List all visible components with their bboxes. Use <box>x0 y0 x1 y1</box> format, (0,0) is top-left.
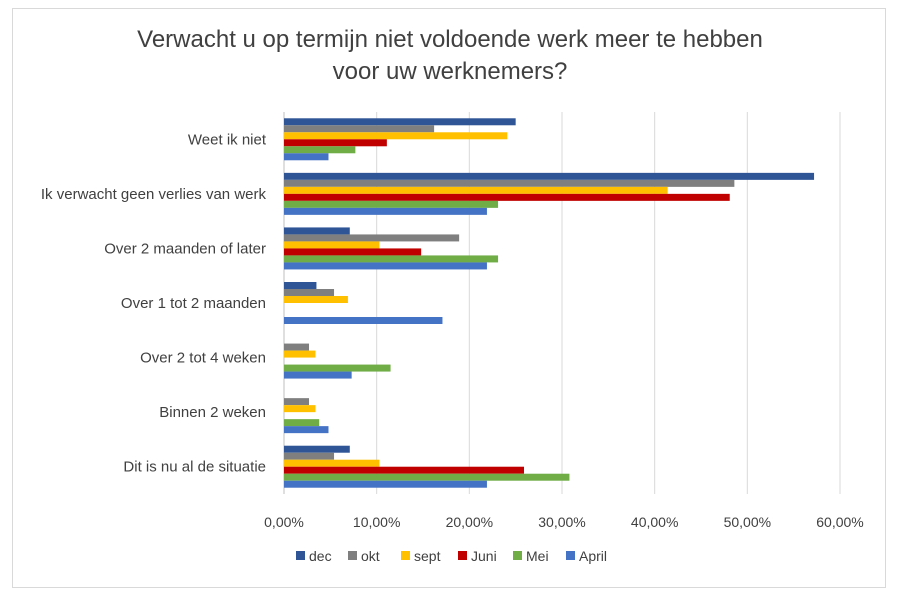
bar-april <box>284 317 443 324</box>
category-label: Over 2 maanden of later <box>104 240 266 257</box>
x-tick-label: 10,00% <box>353 514 400 530</box>
bar-mei <box>284 146 356 154</box>
bar-juni <box>284 466 525 474</box>
bar-okt <box>284 343 310 351</box>
bar-mei <box>284 200 499 208</box>
bar-mei <box>284 419 320 427</box>
bar-juni <box>284 193 730 201</box>
bar-sept <box>284 405 316 413</box>
x-tick-labels: 0,00% 10,00% 20,00% 30,00% 40,00% 50,00% 60,00… <box>264 514 864 530</box>
bar-okt <box>284 398 310 406</box>
bar-okt <box>284 289 335 296</box>
bar-okt <box>284 125 435 133</box>
bar-april <box>284 480 487 488</box>
legend-label-sept: sept <box>414 548 441 564</box>
bar-juni <box>284 248 422 256</box>
bar-sept <box>284 350 316 358</box>
legend-swatch-dec <box>296 551 305 560</box>
category-label: Over 2 tot 4 weken <box>140 350 266 367</box>
bar-okt <box>284 452 335 460</box>
bar-mei <box>284 255 499 263</box>
category-label: Dit is nu al de situatie <box>123 459 266 476</box>
bar-juni <box>284 139 387 147</box>
gridlines <box>283 112 841 494</box>
legend-swatch-juni <box>458 551 467 560</box>
x-tick-label: 0,00% <box>264 514 304 530</box>
bar-april <box>284 262 487 270</box>
legend-swatch-sept <box>401 551 410 560</box>
x-tick-label: 20,00% <box>446 514 493 530</box>
legend-swatch-april <box>566 551 575 560</box>
chart-frame <box>12 8 886 588</box>
bar-sept <box>284 186 668 194</box>
category-labels: Weet ik niet Ik verwacht geen verlies van… <box>41 131 267 475</box>
bar-april <box>284 207 487 215</box>
bar-dec <box>284 118 516 126</box>
category-label: Over 1 tot 2 maanden <box>121 295 266 312</box>
chart-title-line-2: voor uw werknemers? <box>332 58 568 85</box>
bar-april <box>284 371 352 379</box>
legend-swatch-okt <box>348 551 357 560</box>
legend-swatch-mei <box>513 551 522 560</box>
bar-april <box>284 153 329 161</box>
legend-label-april: April <box>579 548 607 564</box>
category-label: Binnen 2 weken <box>159 404 266 421</box>
x-tick-label: 60,00% <box>816 514 863 530</box>
x-tick-label: 40,00% <box>631 514 678 530</box>
chart-title: Verwacht u op termijn niet voldoende wer… <box>0 24 900 88</box>
bar-april <box>284 426 329 434</box>
legend-label-okt: okt <box>361 548 380 564</box>
bar-dec <box>284 282 317 289</box>
x-tick-label: 30,00% <box>538 514 585 530</box>
bar-sept <box>284 459 380 467</box>
bars <box>284 118 815 488</box>
legend-label-mei: Mei <box>526 548 549 564</box>
bar-dec <box>284 227 350 235</box>
bar-mei <box>284 364 391 372</box>
bar-okt <box>284 179 735 187</box>
category-label: Weet ik niet <box>188 131 267 148</box>
legend-label-dec: dec <box>309 548 332 564</box>
x-tick-label: 50,00% <box>724 514 771 530</box>
legend-label-juni: Juni <box>471 548 497 564</box>
bar-mei <box>284 473 570 481</box>
chart-title-line-1: Verwacht u op termijn niet voldoende wer… <box>137 26 763 53</box>
bar-dec <box>284 445 350 453</box>
bar-okt <box>284 234 460 242</box>
bar-dec <box>284 172 815 180</box>
bar-sept <box>284 241 380 249</box>
legend: dec okt sept Juni Mei April <box>296 548 607 564</box>
bar-sept <box>284 296 348 303</box>
bar-sept <box>284 132 508 140</box>
category-label: Ik verwacht geen verlies van werk <box>41 186 267 203</box>
